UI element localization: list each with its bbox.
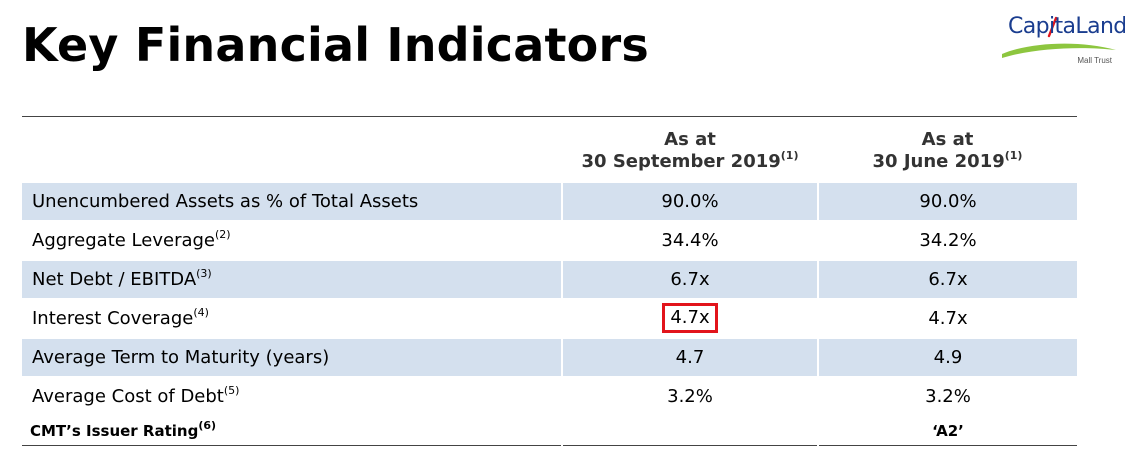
row-label: Average Cost of Debt(5) [22,376,562,417]
value-jun-2019: 6.7x [817,259,1077,300]
footnote-marker: (3) [196,266,212,280]
logo-swoosh-icon [1002,16,1116,58]
row-label: Unencumbered Assets as % of Total Assets [22,182,562,222]
financial-indicators-table: As at 30 September 2019(1) As at 30 June… [22,116,1077,446]
highlight-box: 4.7x [662,303,718,333]
row-label-text: Unencumbered Assets as % of Total Assets [32,190,419,212]
row-label-text: Interest Coverage [32,307,194,329]
row-label: Aggregate Leverage(2) [22,220,562,261]
row-label: Average Term to Maturity (years) [22,337,562,378]
table-row: Aggregate Leverage(2) 34.4% 34.2% [22,220,1077,261]
footnote-marker: (1) [780,148,799,162]
row-label: CMT’s Issuer Rating(6) [22,415,562,446]
header-blank-cell [22,116,562,183]
table-row: Average Term to Maturity (years) 4.7 4.9 [22,337,1077,378]
header-sep-2019: As at 30 September 2019(1) [562,116,818,183]
header-line1: As at [664,128,716,150]
logo-wordmark: CapitaLand [1008,14,1125,39]
row-label: Net Debt / EBITDA(3) [22,259,562,300]
header-line1: As at [921,128,974,150]
value-jun-2019: ‘A2’ [817,415,1077,446]
value-jun-2019: 3.2% [817,376,1077,417]
value-jun-2019: 4.7x [817,298,1077,339]
table-row: Average Cost of Debt(5) 3.2% 3.2% [22,376,1077,417]
logo-subtitle: Mall Trust [1077,56,1112,65]
value-sep-2019: 90.0% [561,182,818,222]
value-jun-2019: 4.9 [817,337,1077,378]
row-label-text: CMT’s Issuer Rating [30,421,199,440]
table-header-row: As at 30 September 2019(1) As at 30 June… [22,116,1077,183]
table-row: Interest Coverage(4) 4.7x 4.7x [22,298,1077,339]
value-sep-2019: 6.7x [561,259,818,300]
table-row: Unencumbered Assets as % of Total Assets… [22,182,1077,222]
issuer-rating-row: CMT’s Issuer Rating(6) ‘A2’ [22,415,1077,446]
value-jun-2019: 34.2% [817,220,1077,261]
row-label: Interest Coverage(4) [22,298,562,339]
footnote-marker: (4) [193,305,209,319]
value-sep-2019: 4.7 [561,337,818,378]
footnote-marker: (1) [1004,148,1023,162]
capitaland-logo: CapitaLand Mall Trust [1000,6,1125,65]
row-label-text: Net Debt / EBITDA [32,268,197,290]
footnote-marker: (6) [198,418,217,432]
footnote-marker: (5) [223,383,240,397]
row-label-text: Average Term to Maturity (years) [32,346,330,368]
header-line2: 30 September 2019 [581,150,781,172]
value-sep-2019: 3.2% [561,376,818,417]
table-row: Net Debt / EBITDA(3) 6.7x 6.7x [22,259,1077,300]
page-title: Key Financial Indicators [22,18,649,72]
value-sep-2019 [561,415,818,446]
value-sep-2019: 34.4% [561,220,818,261]
value-sep-2019: 4.7x [561,298,818,339]
row-label-text: Aggregate Leverage [32,229,215,251]
header-jun-2019: As at 30 June 2019(1) [818,116,1077,183]
value-jun-2019: 90.0% [817,182,1077,222]
header-line2: 30 June 2019 [872,150,1005,172]
row-label-text: Average Cost of Debt [32,385,224,407]
footnote-marker: (2) [215,227,231,241]
